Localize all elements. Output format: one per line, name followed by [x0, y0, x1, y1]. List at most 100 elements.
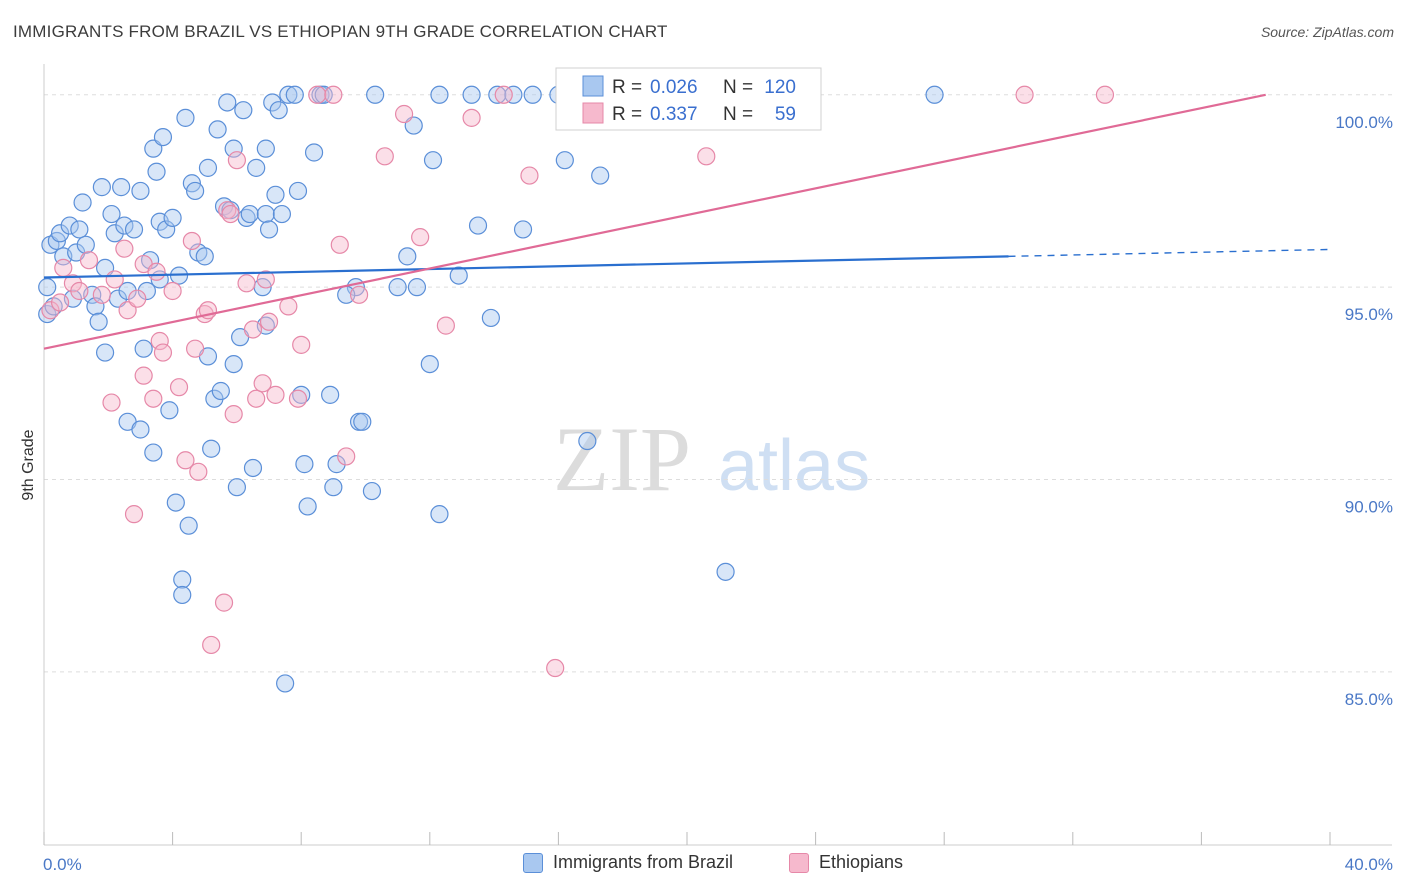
point-brazil-112	[925, 85, 944, 104]
y-tick-label-85: 85.0%	[1345, 690, 1393, 709]
point-ethiopians-58	[1095, 85, 1115, 104]
point-ethiopians-24	[189, 462, 208, 481]
point-brazil-16	[92, 178, 111, 197]
point-ethiopians-40	[279, 297, 298, 316]
point-ethiopians-27	[202, 635, 221, 655]
point-brazil-99	[430, 85, 449, 104]
point-brazil-94	[398, 247, 417, 266]
legend-item-brazil[interactable]: Immigrants from Brazil	[523, 852, 733, 873]
point-brazil-96	[420, 354, 439, 374]
point-brazil-72	[266, 185, 285, 204]
point-ethiopians-23	[186, 339, 205, 358]
point-brazil-14	[86, 297, 105, 316]
point-brazil-74	[272, 204, 292, 224]
point-brazil-59	[224, 354, 243, 374]
stats-r-label-1: R =	[612, 77, 642, 98]
point-ethiopians-33	[237, 274, 256, 293]
point-brazil-37	[157, 220, 176, 239]
point-brazil-42	[173, 570, 192, 589]
point-brazil-87	[327, 455, 346, 474]
point-brazil-27	[131, 181, 150, 201]
legend-swatch-brazil	[523, 852, 543, 873]
point-brazil-51	[202, 439, 221, 458]
point-brazil-33	[144, 443, 163, 462]
point-ethiopians-4	[70, 281, 89, 301]
series-brazil-points	[38, 85, 944, 693]
point-brazil-60	[227, 478, 246, 497]
point-brazil-23	[115, 216, 134, 235]
stats-n-label-2: N =	[723, 104, 753, 125]
point-brazil-28	[131, 420, 150, 439]
point-brazil-5	[50, 224, 70, 243]
chart-title: IMMIGRANTS FROM BRAZIL VS ETHIOPIAN 9TH …	[13, 22, 668, 41]
point-brazil-53	[208, 120, 227, 139]
point-brazil-30	[137, 281, 156, 301]
point-brazil-90	[353, 412, 372, 431]
stats-legend: R = 0.026 N = 120 R = 0.337 N = 59	[555, 67, 822, 131]
point-brazil-62	[234, 101, 253, 120]
point-brazil-108	[555, 151, 574, 170]
point-ethiopians-20	[169, 378, 189, 397]
point-brazil-73	[269, 101, 288, 120]
point-brazil-19	[102, 204, 121, 224]
legend-swatch-ethiopians	[789, 852, 809, 873]
point-ethiopians-8	[105, 270, 124, 289]
point-brazil-66	[247, 158, 266, 177]
point-ethiopians-2	[54, 258, 73, 278]
point-brazil-18	[95, 343, 115, 362]
point-brazil-110	[591, 166, 610, 185]
watermark-atlas: atlas	[718, 426, 870, 506]
point-ethiopians-50	[411, 228, 430, 247]
point-brazil-106	[523, 85, 542, 104]
point-ethiopians-48	[375, 147, 394, 166]
point-brazil-54	[211, 381, 230, 401]
point-brazil-10	[70, 220, 89, 239]
point-ethiopians-28	[214, 593, 234, 612]
point-ethiopians-11	[124, 505, 144, 524]
stats-n-value-1: 120	[764, 77, 796, 98]
point-ethiopians-19	[163, 281, 182, 301]
point-brazil-26	[124, 220, 144, 239]
point-brazil-68	[256, 204, 275, 224]
point-brazil-58	[224, 139, 243, 158]
watermark-zip: ZIP	[553, 408, 691, 510]
trend-line-ethiopians	[43, 93, 1266, 350]
point-brazil-11	[73, 193, 92, 212]
point-brazil-49	[195, 247, 214, 266]
point-brazil-7	[60, 216, 79, 235]
point-brazil-105	[513, 220, 533, 239]
axes	[43, 64, 1392, 846]
point-brazil-70	[259, 220, 279, 239]
point-ethiopians-9	[115, 239, 134, 258]
point-brazil-39	[163, 208, 182, 227]
point-brazil-82	[304, 143, 324, 162]
legend-item-ethiopians[interactable]: Ethiopians	[789, 852, 903, 873]
point-brazil-109	[578, 431, 597, 451]
point-brazil-93	[388, 278, 407, 297]
point-brazil-80	[295, 455, 314, 474]
y-tick-label-100: 100.0%	[1335, 113, 1393, 132]
trend-line-brazil	[43, 255, 1009, 279]
stats-swatch-brazil	[582, 75, 604, 97]
point-ethiopians-44	[324, 85, 343, 104]
y-tick-label-90: 90.0%	[1345, 498, 1393, 517]
point-brazil-45	[179, 516, 198, 535]
point-brazil-0	[38, 278, 57, 297]
trend-lines	[43, 93, 1331, 350]
point-ethiopians-39	[266, 385, 285, 404]
point-brazil-91	[362, 481, 382, 501]
point-brazil-98	[430, 505, 449, 524]
point-ethiopians-35	[247, 389, 266, 408]
point-brazil-77	[285, 85, 304, 104]
point-brazil-56	[218, 93, 237, 112]
point-ethiopians-21	[176, 451, 195, 470]
point-brazil-15	[89, 312, 108, 331]
point-brazil-44	[176, 108, 195, 127]
point-ethiopians-34	[243, 320, 263, 339]
point-ethiopians-41	[288, 389, 308, 408]
point-ethiopians-0	[41, 301, 60, 320]
point-brazil-95	[407, 278, 427, 297]
point-brazil-116	[468, 216, 488, 235]
point-ethiopians-55	[546, 658, 565, 678]
point-brazil-47	[186, 181, 205, 201]
